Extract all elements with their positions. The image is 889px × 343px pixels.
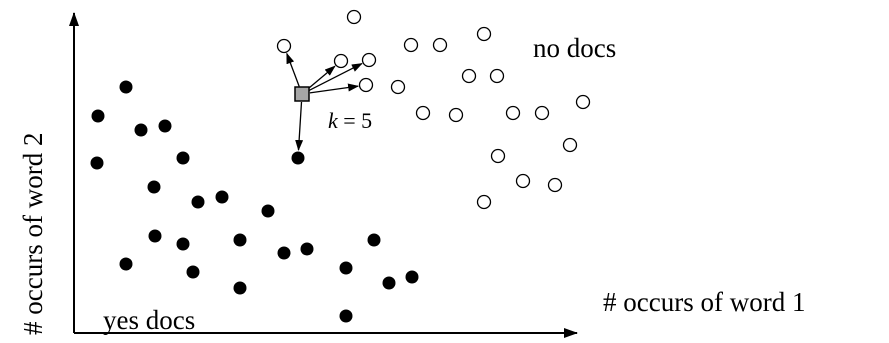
yes-docs-label: yes docs (103, 305, 195, 335)
yes-doc-point (148, 229, 162, 243)
no-doc-point (361, 52, 377, 68)
yes-doc-point (261, 204, 275, 218)
no-doc-point (562, 137, 578, 153)
yes-doc-point (339, 261, 353, 275)
no-doc-point (461, 68, 477, 84)
neighbor-arrow (307, 65, 336, 90)
no-doc-point (547, 177, 563, 193)
neighbor-arrow (286, 52, 300, 87)
no-doc-point (476, 26, 492, 42)
yes-doc-point (291, 151, 305, 165)
yes-doc-point (186, 265, 200, 279)
neighbor-arrow (308, 63, 363, 91)
yes-doc-point (176, 237, 190, 251)
no-doc-point (575, 94, 591, 110)
k-variable: k (328, 108, 339, 133)
yes-doc-point (119, 80, 133, 94)
no-doc-point (505, 105, 521, 121)
no-doc-point (534, 105, 550, 121)
y-axis-label: # occurs of word 2 (18, 133, 48, 335)
no-doc-point (476, 194, 492, 210)
k-value: = 5 (338, 108, 372, 133)
no-doc-point (490, 148, 506, 164)
yes-doc-point (233, 281, 247, 295)
yes-doc-point (158, 119, 172, 133)
yes-doc-point (119, 257, 133, 271)
query-point (294, 86, 310, 102)
k-label: k = 5 (328, 108, 372, 133)
no-doc-point (276, 38, 292, 54)
neighbor-arrow (309, 83, 360, 94)
yes-doc-point (134, 123, 148, 137)
yes-doc-point (176, 151, 190, 165)
yes-doc-point (215, 190, 229, 204)
no-docs-label: no docs (533, 33, 616, 63)
no-doc-point (432, 37, 448, 53)
yes-doc-point (339, 309, 353, 323)
no-doc-point (403, 37, 419, 53)
x-axis-label: # occurs of word 1 (603, 287, 805, 317)
no-doc-point (448, 107, 464, 123)
yes-doc-point (277, 246, 291, 260)
yes-doc-point (233, 233, 247, 247)
no-doc-point (346, 9, 362, 25)
yes-doc-point (90, 156, 104, 170)
no-doc-point (390, 79, 406, 95)
yes-docs-points (90, 80, 419, 323)
no-doc-point (415, 105, 431, 121)
yes-doc-point (147, 180, 161, 194)
no-doc-point (358, 77, 374, 93)
no-doc-point (333, 53, 349, 69)
no-doc-point (489, 68, 505, 84)
no-docs-points (276, 9, 591, 210)
neighbor-arrow (295, 101, 304, 151)
yes-doc-point (382, 276, 396, 290)
yes-doc-point (405, 270, 419, 284)
neighbor-arrows (286, 52, 363, 151)
yes-doc-point (300, 242, 314, 256)
yes-doc-point (91, 109, 105, 123)
yes-doc-point (191, 195, 205, 209)
no-doc-point (515, 173, 531, 189)
yes-doc-point (367, 233, 381, 247)
